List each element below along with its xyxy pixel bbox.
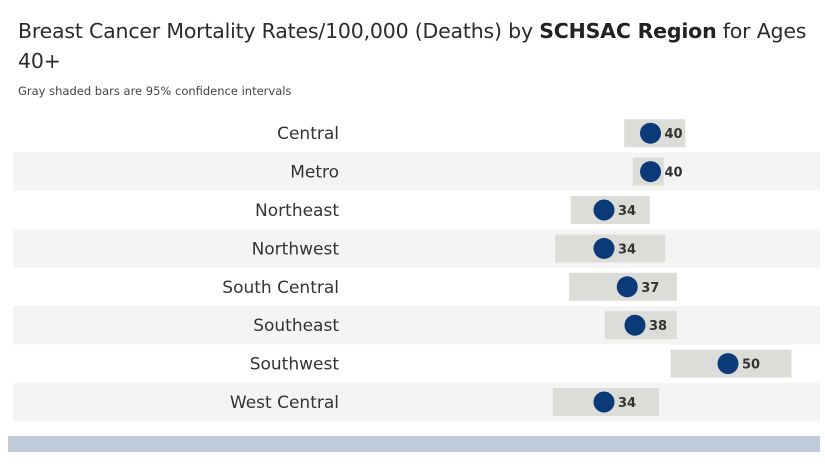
value-label: 40	[665, 166, 683, 181]
category-label: Northwest	[252, 239, 340, 259]
category-labels: Central Metro Northeast Northwest South Cent…	[222, 124, 339, 413]
category-label: Metro	[290, 163, 339, 183]
value-label: 50	[742, 358, 760, 373]
category-label: Southeast	[253, 316, 339, 336]
dot-central[interactable]	[640, 122, 661, 144]
category-label: Central	[277, 124, 339, 144]
dot-west-central[interactable]	[593, 391, 615, 413]
dot-southwest[interactable]	[717, 353, 739, 375]
value-label: 37	[641, 281, 659, 296]
category-label: Southwest	[250, 355, 340, 375]
category-label: West Central	[230, 393, 339, 413]
chart-title: Breast Cancer Mortality Rates/100,000 (D…	[18, 16, 818, 76]
category-label: South Central	[222, 278, 339, 298]
dot-metro[interactable]	[640, 161, 661, 183]
title-bold-text: SCHSAC Region	[539, 19, 717, 43]
dot-southeast[interactable]	[624, 314, 646, 336]
footer-bar	[8, 436, 820, 452]
value-label: 34	[618, 396, 636, 411]
title-text-end: for Ages 40+	[18, 19, 807, 73]
title-text: Breast Cancer Mortality Rates/100,000 (D…	[18, 19, 540, 43]
chart-subtitle: Gray shaded bars are 95% confidence inte…	[18, 84, 292, 98]
value-labels: 40 40 34 34 37 38 50 34	[618, 127, 760, 411]
dot-northeast[interactable]	[593, 199, 615, 221]
row-bands	[13, 152, 820, 422]
value-label: 34	[618, 242, 636, 257]
dot-northwest[interactable]	[593, 237, 615, 259]
row-band	[13, 229, 820, 268]
value-label: 38	[649, 319, 667, 334]
row-band	[13, 306, 820, 345]
rate-dots	[593, 122, 739, 413]
category-label: Northeast	[255, 201, 339, 221]
value-label: 34	[618, 204, 636, 219]
row-band	[13, 382, 820, 422]
dot-south-central[interactable]	[616, 276, 638, 298]
value-label: 40	[665, 127, 683, 142]
row-band	[13, 152, 820, 191]
